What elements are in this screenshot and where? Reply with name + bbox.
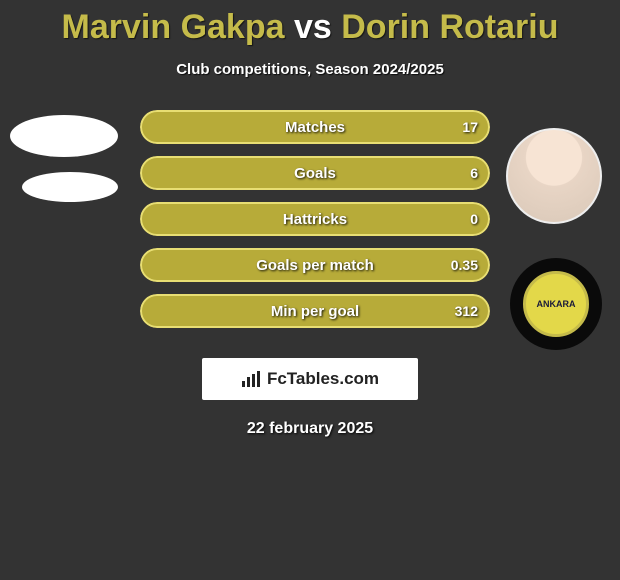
stat-label: Goals per match [140, 248, 490, 282]
stat-bar: Goals6 [140, 156, 490, 190]
stat-bar: Min per goal312 [140, 294, 490, 328]
stat-bar: Hattricks0 [140, 202, 490, 236]
chart-icon [241, 371, 261, 387]
branding-text: FcTables.com [267, 369, 379, 389]
stat-value-right: 312 [455, 294, 478, 328]
stat-label: Min per goal [140, 294, 490, 328]
stat-value-right: 6 [470, 156, 478, 190]
branding-box: FcTables.com [202, 358, 418, 400]
stat-label: Goals [140, 156, 490, 190]
comparison-title: Marvin Gakpa vs Dorin Rotariu [0, 0, 620, 47]
player2-name: Dorin Rotariu [341, 8, 558, 46]
date-text: 22 february 2025 [0, 420, 620, 438]
stat-bars-container: Matches17 Goals6 Hattricks0 Goals per match… [140, 110, 490, 340]
player1-name: Marvin Gakpa [62, 8, 285, 46]
stat-value-right: 17 [462, 110, 478, 144]
stat-value-right: 0.35 [451, 248, 478, 282]
stats-area: Matches17 Goals6 Hattricks0 Goals per match… [0, 110, 620, 340]
subtitle: Club competitions, Season 2024/2025 [0, 61, 620, 78]
stat-label: Matches [140, 110, 490, 144]
stat-value-right: 0 [470, 202, 478, 236]
stat-bar: Goals per match0.35 [140, 248, 490, 282]
stat-label: Hattricks [140, 202, 490, 236]
stat-bar: Matches17 [140, 110, 490, 144]
title-vs: vs [294, 8, 332, 46]
